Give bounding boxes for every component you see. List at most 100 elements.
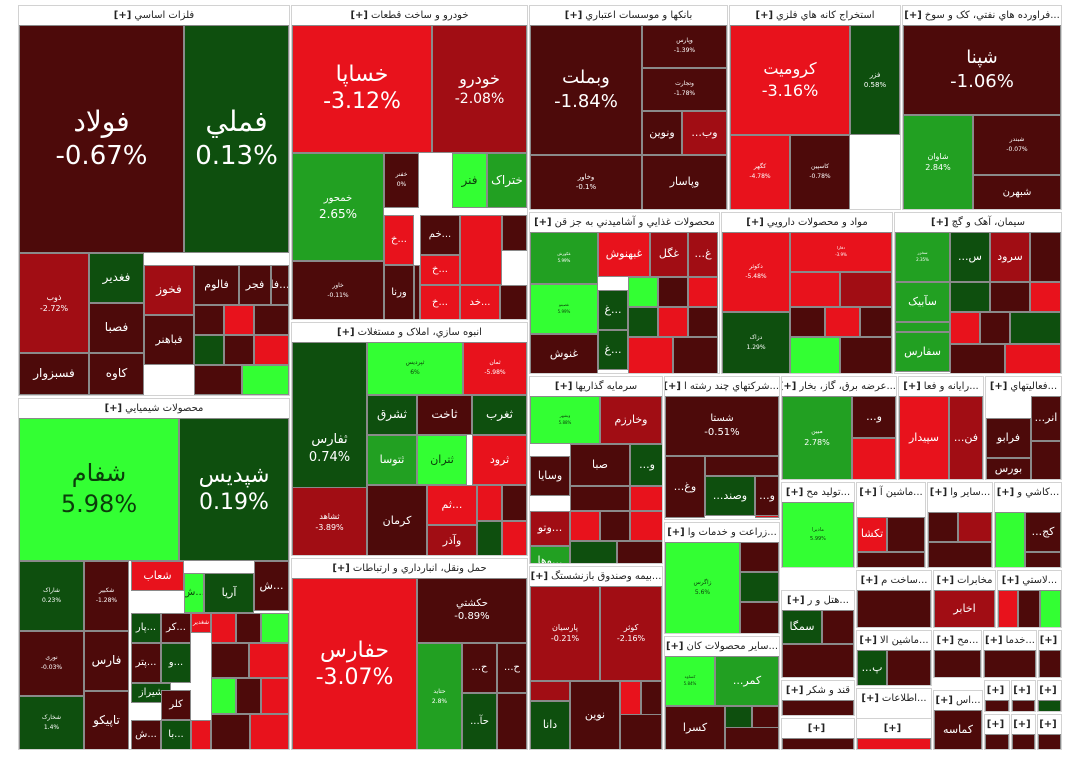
minor-stock-tile[interactable] (934, 650, 981, 677)
stock-tile[interactable]: پار... (131, 613, 161, 643)
expand-toggle[interactable]: [+] (986, 685, 1005, 696)
minor-stock-tile[interactable] (782, 644, 854, 677)
expand-toggle[interactable]: [+] (530, 571, 549, 582)
stock-tile[interactable]: وخاور -0.1% (530, 155, 642, 209)
stock-tile[interactable]: ...و (755, 476, 779, 516)
stock-tile[interactable]: ...کج (1025, 512, 1061, 552)
minor-stock-tile[interactable] (1030, 232, 1061, 282)
stock-tile[interactable]: فسبزوار (19, 353, 89, 395)
minor-stock-tile[interactable] (628, 277, 658, 307)
minor-stock-tile[interactable] (1025, 552, 1061, 567)
sector-header[interactable]: سيمان، آهک و گچ[+] (895, 213, 1061, 232)
sector-header[interactable]: ...مح[+] (934, 631, 981, 650)
expand-toggle[interactable]: [+] (903, 381, 921, 392)
minor-stock-tile[interactable] (840, 272, 892, 307)
minor-stock-tile[interactable] (887, 650, 931, 685)
minor-stock-tile[interactable] (249, 643, 289, 678)
stock-tile[interactable]: ش... (254, 561, 289, 611)
sector-header[interactable]: ...لاستي[+] (998, 571, 1061, 590)
expand-toggle[interactable]: [+] (350, 10, 368, 21)
minor-stock-tile[interactable] (500, 285, 527, 319)
stock-tile[interactable]: ورنا (384, 265, 414, 319)
minor-stock-tile[interactable] (725, 706, 752, 728)
stock-tile[interactable]: وبملت -1.84% (530, 25, 642, 155)
expand-toggle[interactable]: [+] (665, 381, 681, 392)
minor-stock-tile[interactable] (236, 678, 261, 714)
stock-tile[interactable]: شخارک 1.4% (19, 696, 84, 749)
stock-tile[interactable]: شبهرن (973, 175, 1061, 209)
minor-stock-tile[interactable] (1018, 590, 1040, 627)
minor-stock-tile[interactable] (782, 738, 854, 749)
sector-header[interactable]: ...کاشي و[+] (995, 483, 1061, 502)
stock-tile[interactable]: ...فن (949, 396, 983, 479)
stock-tile[interactable]: ...و (852, 396, 896, 438)
stock-tile[interactable]: فزر 0.58% (850, 25, 900, 135)
minor-stock-tile[interactable] (628, 337, 673, 373)
expand-toggle[interactable]: [+] (1001, 575, 1020, 586)
minor-stock-tile[interactable] (990, 282, 1030, 312)
expand-toggle[interactable]: [+] (1013, 719, 1031, 730)
stock-tile[interactable]: کر... (161, 613, 191, 643)
expand-toggle[interactable]: [+] (986, 719, 1005, 730)
sector-header[interactable]: [+] (1038, 715, 1061, 734)
stock-tile[interactable]: کرمان (367, 485, 427, 555)
expand-toggle[interactable]: [+] (931, 217, 949, 228)
minor-stock-tile[interactable] (191, 720, 211, 749)
stock-tile[interactable]: ثپردیس 6% (367, 342, 463, 395)
minor-stock-tile[interactable] (998, 590, 1018, 627)
stock-tile[interactable]: آريا (204, 573, 254, 613)
stock-tile[interactable]: وتجارت -1.78% (642, 68, 727, 111)
sector-header[interactable]: ...رايانه و فعا[+] (899, 377, 983, 396)
stock-tile[interactable]: ثمان -5.98% (463, 342, 527, 395)
expand-toggle[interactable]: [+] (746, 217, 764, 228)
sector-header[interactable]: ...اطلاعات[+] (857, 689, 931, 708)
stock-tile[interactable]: وخارزم (600, 396, 662, 444)
stock-tile[interactable]: کاوه (89, 353, 144, 395)
sector-header[interactable]: سرمايه گذاريها[+] (530, 377, 662, 396)
minor-stock-tile[interactable] (857, 590, 931, 627)
stock-tile[interactable]: شپدیس 0.19% (179, 418, 289, 561)
stock-tile[interactable]: ثرود (472, 435, 527, 485)
stock-tile[interactable]: شکبیر -1.28% (84, 561, 129, 631)
minor-stock-tile[interactable] (211, 613, 236, 643)
sector-header[interactable]: انبوه سازي، املاک و مستغلات[+] (292, 323, 527, 342)
stock-tile[interactable]: ...و (630, 444, 662, 486)
minor-stock-tile[interactable] (460, 215, 502, 285)
stock-tile[interactable]: کماسه (934, 710, 982, 749)
stock-tile[interactable]: خساپا -3.12% (292, 25, 432, 153)
minor-stock-tile[interactable] (950, 282, 990, 312)
stock-tile[interactable]: سآبيک (895, 282, 950, 322)
stock-tile[interactable]: خ... (384, 215, 414, 265)
stock-tile[interactable]: بورس (986, 458, 1031, 479)
expand-toggle[interactable]: [+] (787, 595, 805, 606)
minor-stock-tile[interactable] (1010, 312, 1061, 344)
minor-stock-tile[interactable] (630, 486, 662, 511)
sector-header[interactable]: [+] (782, 719, 854, 738)
minor-stock-tile[interactable] (641, 681, 662, 715)
stock-tile[interactable]: فغدير (89, 253, 144, 303)
expand-toggle[interactable]: [+] (985, 635, 1003, 646)
stock-tile[interactable]: نوين (570, 681, 620, 749)
minor-stock-tile[interactable] (1012, 700, 1035, 711)
stock-tile[interactable]: ثتوسا (367, 435, 417, 485)
stock-tile[interactable]: دفارا -3.9% (790, 232, 892, 272)
stock-tile[interactable]: دزاک 1.29% (722, 312, 790, 373)
minor-stock-tile[interactable] (1031, 441, 1061, 479)
stock-tile[interactable]: شاراک 0.23% (19, 561, 84, 631)
minor-stock-tile[interactable] (950, 312, 980, 344)
stock-tile[interactable]: تکشا (857, 517, 887, 552)
stock-tile[interactable]: کگهر -4.78% (730, 135, 790, 209)
stock-tile[interactable]: فا... (271, 265, 289, 305)
expand-toggle[interactable]: [+] (996, 487, 1015, 498)
stock-tile[interactable]: غکورش 5.99% (530, 232, 598, 284)
minor-stock-tile[interactable] (857, 738, 931, 749)
sector-header[interactable]: [+] (1012, 681, 1035, 700)
stock-tile[interactable]: ش... (131, 720, 161, 749)
sector-header[interactable]: ...خدما[+] (984, 631, 1036, 650)
minor-stock-tile[interactable] (194, 365, 242, 395)
minor-stock-tile[interactable] (995, 512, 1025, 567)
sector-header[interactable]: ...توليد مح[+] (782, 483, 854, 502)
minor-stock-tile[interactable] (236, 613, 261, 643)
minor-stock-tile[interactable] (261, 678, 289, 714)
sector-header[interactable]: ...ساير محصولات کان[+] (665, 637, 779, 656)
